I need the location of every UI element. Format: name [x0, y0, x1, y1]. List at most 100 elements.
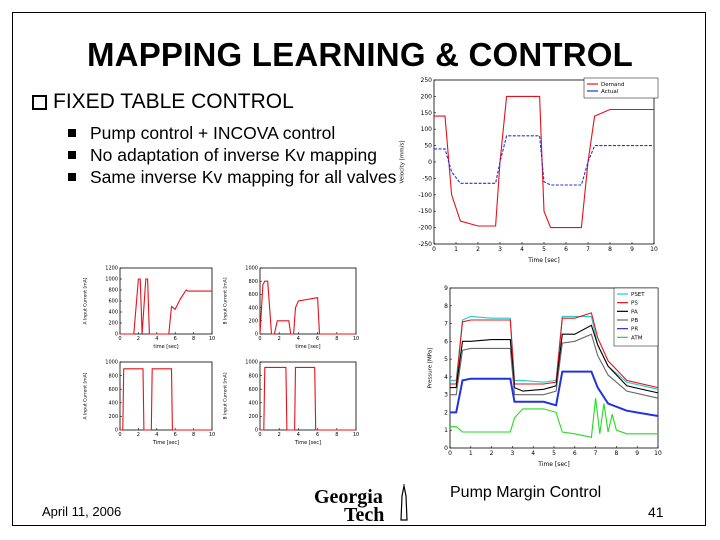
legend-label: Demand	[601, 82, 624, 88]
series-line	[120, 368, 212, 431]
y-tick-label: 600	[248, 387, 258, 393]
y-axis-label: B Input Current [mA]	[223, 277, 229, 324]
checkbox-bullet-icon	[32, 94, 47, 110]
y-tick-label: 1000	[245, 360, 258, 366]
bullet-item: Same inverse Kv mapping for all valves	[64, 166, 404, 188]
velocity-chart: 0 1 2 3 4 5 6 7 8 9 10 250 200 150 100 50 0 -50 -100 -150 -2…	[400, 77, 659, 264]
legend-label: PA	[631, 309, 638, 315]
legend-label: PR	[631, 327, 638, 333]
x-tick-label: 2	[278, 432, 281, 438]
x-tick-label: 8	[608, 246, 612, 253]
plot-area	[259, 267, 357, 335]
y-tick-label: 0	[255, 428, 258, 434]
footer-date: April 11, 2006	[42, 504, 122, 519]
y-tick-label: 250	[421, 77, 433, 84]
y-tick-label: 1200	[105, 266, 118, 272]
x-tick-label: 2	[476, 246, 480, 253]
logo-tower-icon	[400, 484, 408, 521]
current-chart-b2: 0 2 4 6 8 10 0 200 400 600 800 1000 Time [sec] B Inpu…	[223, 360, 360, 446]
y-tick-label: -200	[418, 225, 432, 232]
y-tick-label: 800	[248, 279, 258, 285]
slide-frame	[12, 12, 706, 526]
legend-label: PS	[631, 301, 638, 307]
logo-text-georgia: Georgia	[314, 486, 383, 508]
y-tick-label: -150	[418, 208, 432, 215]
x-tick-label: 9	[630, 246, 634, 253]
y-tick-label: 0	[444, 445, 448, 452]
y-tick-label: 600	[248, 292, 258, 298]
x-tick-label: 4	[520, 246, 524, 253]
y-tick-label: 1000	[105, 360, 118, 366]
y-tick-label: 8	[444, 303, 448, 310]
y-tick-label: 800	[108, 288, 118, 294]
series-line	[450, 398, 658, 438]
legend-label: PSET	[631, 292, 645, 298]
series-line	[120, 278, 212, 335]
x-tick-label: 0	[258, 336, 261, 342]
x-tick-label: 6	[174, 336, 177, 342]
y-axis-label: Velocity [mm/s]	[400, 140, 406, 183]
x-tick-label: 4	[297, 336, 300, 342]
x-axis-label: Time [sec]	[152, 440, 179, 446]
y-tick-label: 1000	[105, 277, 118, 283]
y-tick-label: 200	[421, 93, 433, 100]
legend-label: Actual	[601, 89, 619, 95]
y-tick-label: 400	[248, 305, 258, 311]
x-tick-label: 6	[564, 246, 568, 253]
y-tick-label: 2	[444, 409, 448, 416]
y-tick-label: 200	[108, 414, 118, 420]
x-tick-label: 5	[542, 246, 546, 253]
current-chart-a2: 0 2 4 6 8 10 0 200 400 600 800 1000 Time [sec] A Inpu…	[83, 360, 216, 446]
y-tick-label: 1	[444, 427, 448, 434]
legend-label: ATM	[631, 335, 643, 341]
y-tick-label: 5	[444, 356, 448, 363]
y-tick-label: -250	[418, 241, 432, 248]
x-tick-label: 8	[335, 432, 338, 438]
bullet-item: Pump control + INCOVA control	[64, 122, 404, 144]
y-tick-label: 200	[248, 414, 258, 420]
x-tick-label: 10	[650, 246, 658, 253]
current-chart-b1: 0 2 4 6 8 10 0 200 400 600 800 1000 time [sec] B Inpu…	[223, 266, 360, 350]
x-tick-label: 10	[353, 336, 359, 342]
pressure-chart: 0 1 2 3 4 5 6 7 8 9 10 0 1 2 3 4 5 6 7 8 9 Time [sec] Pressure…	[428, 285, 662, 468]
series-line	[450, 333, 659, 399]
y-tick-label: 50	[424, 143, 432, 150]
legend-label: PB	[631, 318, 638, 324]
x-tick-label: 10	[209, 432, 215, 438]
y-tick-label: 400	[108, 400, 118, 406]
x-tick-label: 6	[316, 432, 319, 438]
y-axis-label: A Input Current [mA]	[83, 372, 89, 419]
y-tick-label: 1000	[245, 266, 258, 272]
y-tick-label: 3	[444, 392, 448, 399]
y-tick-label: 6	[444, 338, 448, 345]
series-line	[434, 95, 654, 229]
x-tick-label: 4	[297, 432, 300, 438]
y-tick-label: 800	[248, 373, 258, 379]
section-heading-label: FIXED TABLE CONTROL	[53, 90, 294, 113]
x-tick-label: 8	[335, 336, 338, 342]
x-tick-label: 4	[155, 432, 158, 438]
y-tick-label: 0	[115, 332, 118, 338]
y-tick-label: 0	[115, 428, 118, 434]
y-tick-label: 400	[248, 400, 258, 406]
y-tick-label: 200	[108, 321, 118, 327]
x-tick-label: 5	[552, 450, 556, 457]
georgia-tech-logo: Georgia Tech	[314, 480, 414, 526]
y-axis-label: Pressure [MPa]	[428, 348, 434, 389]
y-tick-label: 200	[248, 318, 258, 324]
y-axis-label: B Input Current [mA]	[223, 372, 229, 419]
x-tick-label: 3	[510, 450, 514, 457]
x-tick-label: 6	[573, 450, 577, 457]
x-tick-label: 7	[586, 246, 590, 253]
x-axis-label: Time [sec]	[294, 440, 321, 446]
x-tick-label: 10	[209, 336, 215, 342]
x-tick-label: 6	[174, 432, 177, 438]
slide-title: MAPPING LEARNING & CONTROL	[86, 36, 634, 73]
current-chart-a1: 0 2 4 6 8 10 0 200 400 600 800 1000 1200 time [sec] A …	[83, 266, 216, 350]
x-tick-label: 10	[353, 432, 359, 438]
chart-caption: Pump Margin Control	[450, 484, 602, 501]
y-tick-label: 9	[444, 285, 448, 292]
x-tick-label: 10	[654, 450, 662, 457]
x-tick-label: 1	[469, 450, 473, 457]
y-tick-label: -50	[422, 175, 432, 182]
